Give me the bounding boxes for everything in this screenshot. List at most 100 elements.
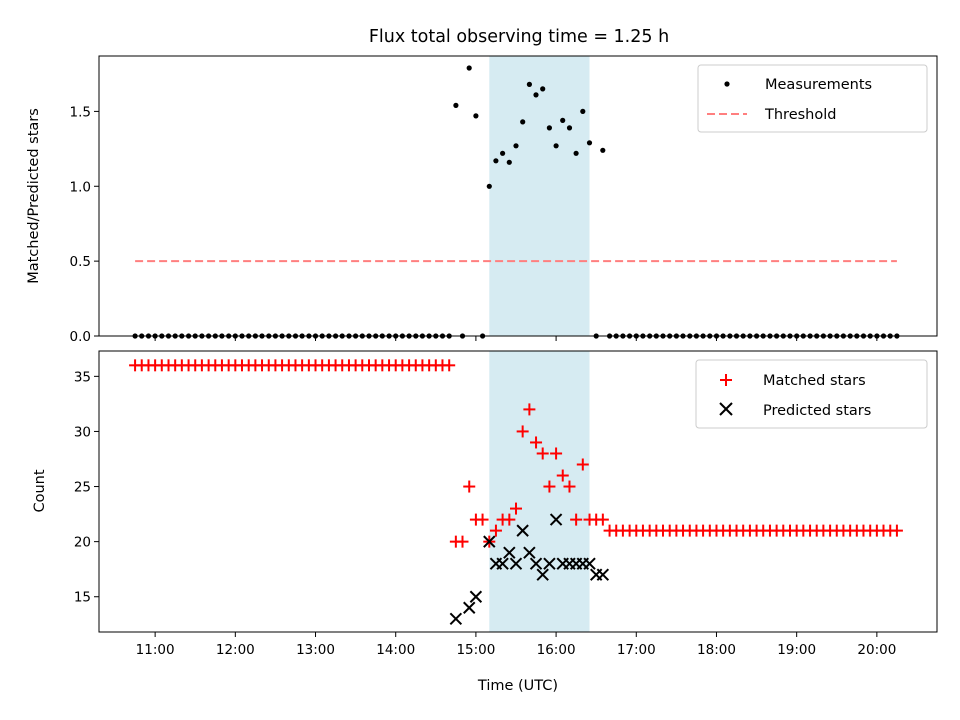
matched-star-point [503, 513, 516, 526]
x-tick-label: 14:00 [376, 642, 415, 658]
matched-star-point [543, 480, 556, 493]
bottom-axes-frame [98, 350, 938, 633]
measurement-point [540, 86, 546, 92]
bottom-y-tick-label: 25 [74, 480, 91, 496]
measurement-point [553, 143, 559, 149]
measurement-point [546, 125, 553, 131]
top-y-tick-label: 1.5 [70, 104, 91, 120]
matched-star-point [890, 524, 903, 537]
measurement-point [506, 159, 512, 165]
top-axes-frame [98, 55, 938, 337]
matched-star-point [530, 436, 543, 449]
bottom-legend: Matched stars Predicted stars [695, 359, 928, 429]
predicted-star-point [529, 557, 543, 570]
x-tick-label: 13:00 [296, 642, 335, 658]
matched-star-point [576, 458, 589, 471]
top-y-axis: 0.0 0.5 1.0 1.5 [70, 104, 99, 345]
legend-predicted-label: Predicted stars [763, 403, 871, 419]
legend-predicted-marker [719, 402, 733, 416]
legend-measurements-marker [724, 81, 730, 87]
x-tick-label: 17:00 [617, 642, 656, 658]
matched-star-point [556, 469, 569, 482]
bottom-y-tick-label: 15 [74, 590, 91, 606]
matched-star-point [456, 535, 469, 548]
top-shaded-interval [489, 56, 590, 336]
measurement-point [573, 150, 579, 156]
measurement-point [526, 81, 533, 87]
predicted-star-point [543, 557, 556, 570]
matched-star-point [550, 447, 563, 460]
measurement-point [486, 183, 492, 189]
predicted-star-point [596, 568, 610, 581]
matched-star-point [443, 359, 456, 372]
x-tick-label: 18:00 [697, 642, 736, 658]
measurement-point [453, 102, 459, 108]
x-tick-label: 16:00 [537, 642, 576, 658]
bottom-y-tick-label: 20 [74, 535, 91, 551]
predicted-star-point [449, 612, 463, 625]
measurement-point [500, 150, 506, 156]
bottom-y-axis: 15 20 25 30 35 [74, 369, 99, 606]
predicted-star-point [523, 546, 536, 559]
matched-star-point [463, 480, 476, 493]
matched-star-point [536, 447, 549, 460]
legend-measurements-label: Measurements [765, 77, 872, 93]
measurement-point [493, 158, 499, 164]
matched-star-points [129, 359, 903, 548]
bottom-x-axis: 11:00 12:00 13:00 14:00 15:00 16:00 17:00 18:00… [136, 632, 896, 658]
top-legend-frame [697, 64, 928, 133]
bottom-panel: 15 20 25 30 35 11:00 12:00 13:00 14:00 15:00 16:0… [32, 350, 938, 694]
matched-star-point [509, 502, 522, 515]
predicted-star-point [536, 568, 549, 581]
measurement-point [600, 147, 606, 153]
x-tick-label: 20:00 [857, 642, 896, 658]
measurement-point [520, 119, 526, 125]
bottom-shaded-interval [489, 351, 590, 632]
top-y-axis-label: Matched/Predicted stars [26, 108, 42, 284]
predicted-star-point [463, 601, 476, 614]
legend-threshold-label: Threshold [764, 107, 836, 123]
matched-star-point [596, 513, 609, 526]
legend-matched-marker [720, 374, 732, 386]
measurement-point [580, 108, 586, 114]
measurement-points [132, 65, 900, 339]
x-tick-label: 19:00 [777, 642, 816, 658]
top-panel: 0.0 0.5 1.0 1.5 Matched/Predicted stars Mea… [26, 55, 938, 345]
legend-matched-label: Matched stars [763, 373, 866, 389]
predicted-star-point [483, 535, 496, 548]
measurement-point [566, 125, 573, 131]
matched-star-point [570, 513, 583, 526]
predicted-star-point [496, 557, 509, 570]
top-y-tick-label: 1.0 [70, 179, 91, 195]
measurement-point [513, 143, 519, 149]
measurement-point [533, 92, 539, 98]
bottom-legend-frame [695, 359, 928, 429]
predicted-star-point [549, 513, 563, 526]
chart-title: Flux total observing time = 1.25 h [369, 27, 669, 47]
matched-star-point [516, 425, 529, 438]
top-legend: Measurements Threshold [697, 64, 928, 133]
measurement-point [473, 113, 479, 119]
measurement-point [466, 65, 472, 71]
top-y-tick-label: 0.0 [70, 329, 91, 345]
measurement-point [560, 117, 566, 123]
x-tick-label: 15:00 [456, 642, 495, 658]
predicted-star-points [449, 513, 610, 625]
matched-star-point [489, 524, 502, 537]
matched-star-point [523, 403, 536, 416]
bottom-y-axis-label: Count [32, 469, 48, 512]
bottom-y-tick-label: 35 [74, 369, 91, 385]
predicted-star-point [469, 590, 483, 603]
matched-star-point [476, 513, 489, 526]
bottom-y-tick-label: 30 [74, 424, 91, 440]
predicted-star-point [516, 524, 529, 537]
x-tick-label: 11:00 [136, 642, 175, 658]
predicted-star-point [583, 557, 596, 570]
x-tick-label: 12:00 [216, 642, 255, 658]
predicted-star-point [509, 557, 523, 570]
top-y-tick-label: 0.5 [70, 254, 91, 270]
matched-star-point [563, 480, 576, 493]
measurement-point [586, 140, 593, 146]
predicted-star-point [503, 546, 516, 559]
